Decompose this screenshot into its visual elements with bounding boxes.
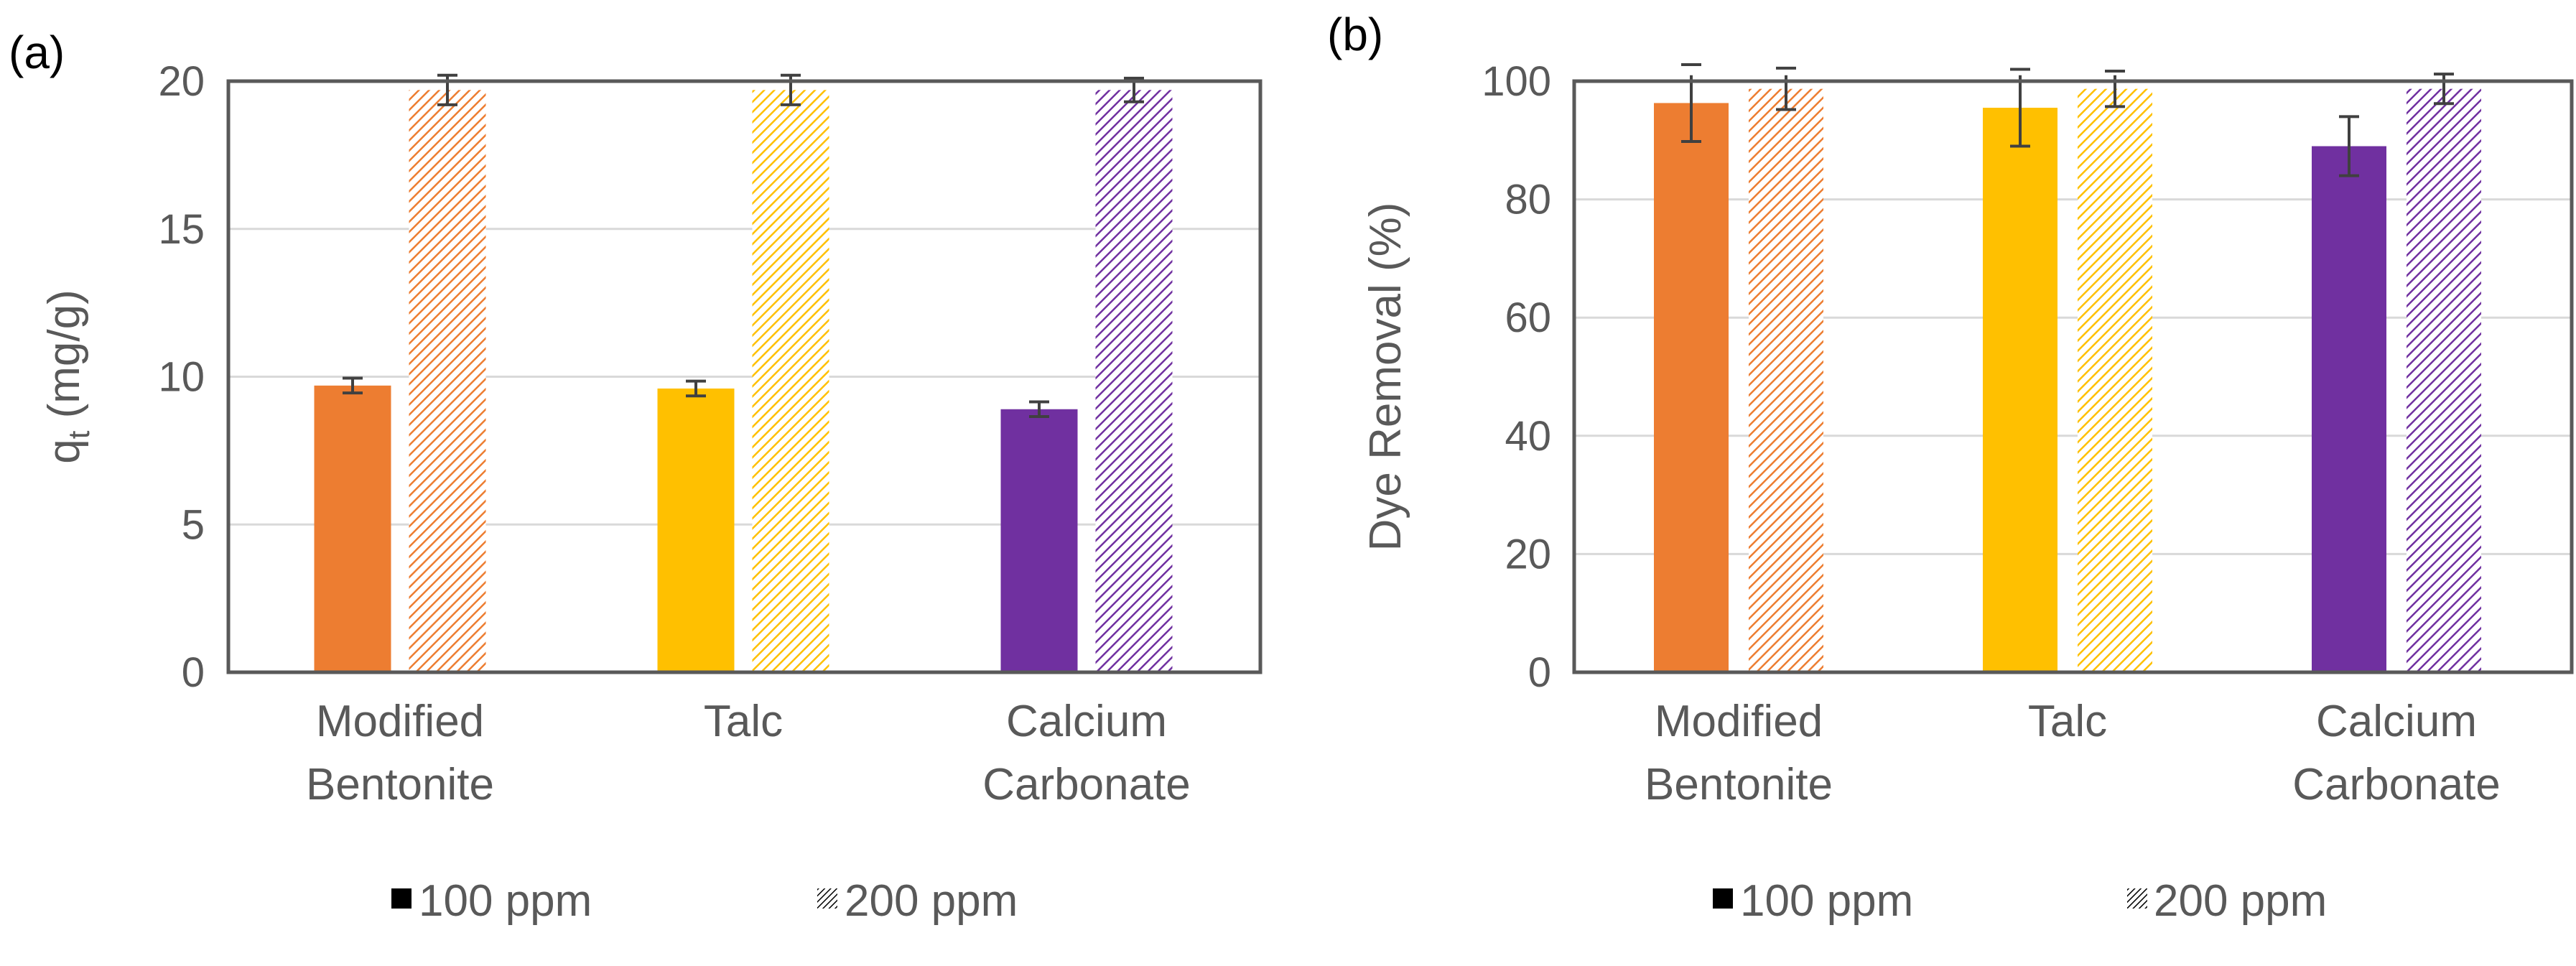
x-category-label: Carbonate (2292, 760, 2501, 809)
y-tick-label: 0 (182, 649, 205, 696)
plot-frame (1572, 79, 2574, 674)
y-axis-label: qt (mg/g) (39, 289, 96, 464)
bar-200ppm (2078, 88, 2152, 673)
legend-label: 200 ppm (2154, 876, 2327, 926)
y-tick-label: 20 (1505, 531, 1551, 577)
bar-200ppm (752, 90, 829, 673)
error-bar (2339, 115, 2359, 177)
y-tick-label: 20 (158, 58, 205, 105)
bar-200ppm (1749, 88, 1823, 673)
panel-label: (b) (1327, 9, 1383, 60)
legend-label: 100 ppm (1740, 876, 1913, 926)
legend-marker-100ppm (391, 888, 411, 909)
error-bar (1029, 400, 1049, 419)
y-tick-label: 100 (1482, 58, 1551, 105)
bar-100ppm (314, 385, 391, 672)
bar-100ppm (2312, 146, 2386, 672)
error-bar (686, 379, 706, 398)
legend-marker-200ppm (2127, 888, 2147, 909)
bar-100ppm (1654, 103, 1729, 673)
chart-panel-a: (a) 0 5 10 15 20 qt (mg/g) Modified Bentonite Tal… (9, 27, 1263, 926)
y-tick-label: 60 (1505, 294, 1551, 341)
y-tick-label: 15 (158, 206, 205, 253)
y-tick-label: 5 (182, 501, 205, 548)
y-axis-label: Dye Removal (%) (1361, 203, 1410, 552)
bar-100ppm (1983, 108, 2057, 672)
bar-200ppm (409, 90, 486, 673)
x-category-label: Modified (316, 697, 484, 746)
legend-label: 100 ppm (419, 876, 592, 926)
error-bar (2010, 68, 2030, 148)
x-category-label: Modified (1655, 697, 1823, 746)
error-bar (1681, 62, 1701, 143)
x-category-label: Talc (2028, 697, 2107, 746)
x-category-label: Calcium (2316, 697, 2477, 746)
bar-200ppm (1095, 90, 1173, 673)
bar-100ppm (657, 388, 735, 672)
chart-panel-b: (b) 0 20 40 60 80 100 Dye Removal (%) Modified Be… (1327, 9, 2574, 926)
x-category-label: Talc (704, 697, 783, 746)
y-tick-label: 0 (1528, 649, 1551, 696)
legend-marker-100ppm (1713, 888, 1733, 909)
panel-label: (a) (9, 27, 65, 78)
legend: 100 ppm 200 ppm (1713, 876, 2327, 926)
plot-frame (226, 79, 1263, 674)
error-bar (343, 376, 363, 395)
legend: 100 ppm 200 ppm (391, 876, 1018, 926)
y-tick-label: 40 (1505, 413, 1551, 460)
bar-200ppm (2407, 88, 2481, 673)
x-category-label: Calcium (1006, 697, 1167, 746)
legend-label: 200 ppm (845, 876, 1018, 926)
legend-marker-200ppm (817, 888, 837, 909)
y-tick-label: 10 (158, 354, 205, 401)
x-category-label: Bentonite (306, 760, 494, 809)
x-category-label: Carbonate (982, 760, 1191, 809)
bar-100ppm (1000, 409, 1078, 672)
y-tick-label: 80 (1505, 177, 1551, 223)
x-category-label: Bentonite (1645, 760, 1833, 809)
